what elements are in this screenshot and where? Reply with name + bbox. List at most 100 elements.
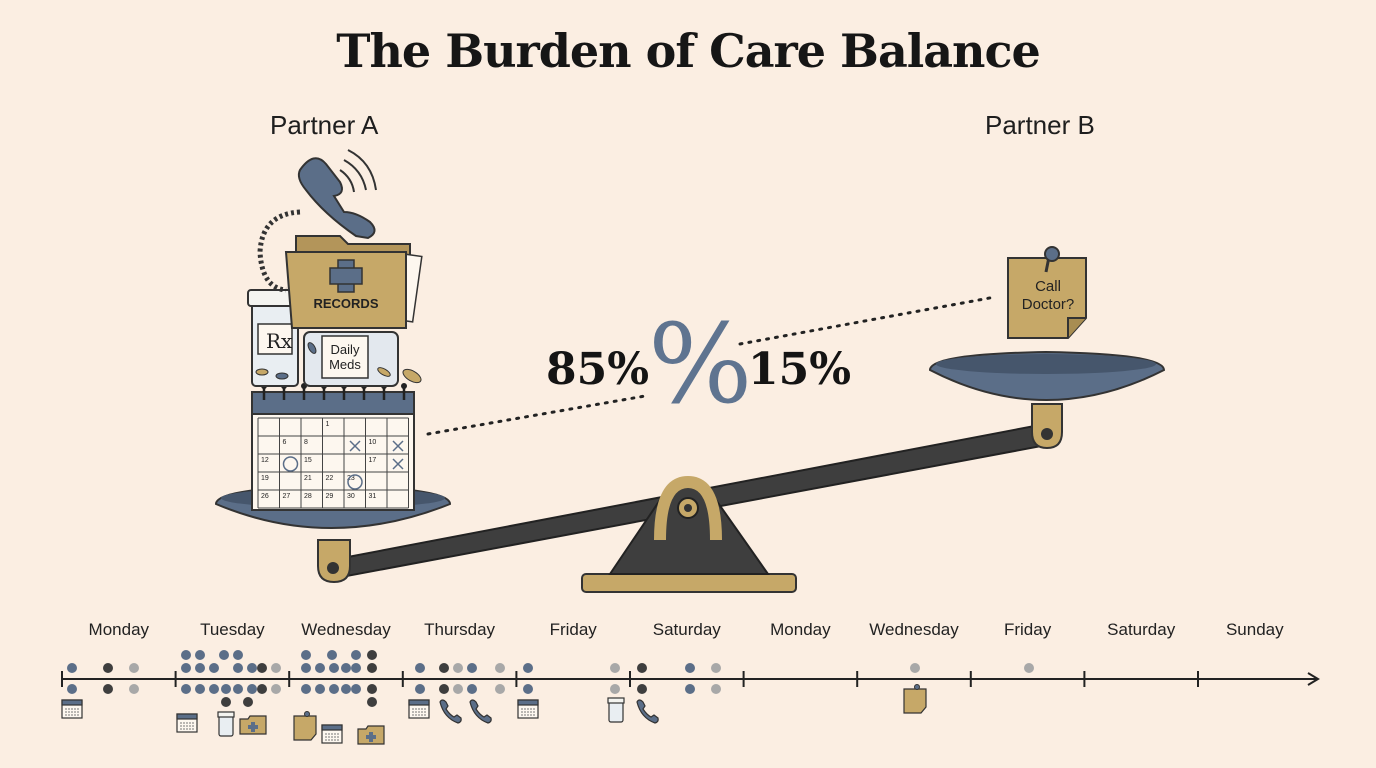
task-dot	[685, 663, 695, 673]
task-dot	[495, 663, 505, 673]
task-dot	[195, 650, 205, 660]
calendar-date: 28	[304, 493, 312, 500]
task-dot	[181, 663, 191, 673]
calendar-date: 15	[304, 457, 312, 464]
calendar-date: 22	[326, 475, 334, 482]
task-dot	[415, 684, 425, 694]
task-dot	[439, 684, 449, 694]
calendar-date: 12	[261, 457, 269, 464]
rx-label: Rx	[266, 329, 293, 353]
pill-bottle-icon	[607, 697, 625, 723]
phone-icon	[469, 699, 492, 724]
calendar-date: 29	[326, 493, 334, 500]
task-dot	[367, 697, 377, 707]
partner-b-share: 15%	[748, 344, 852, 395]
task-dot	[247, 663, 257, 673]
task-dot	[711, 684, 721, 694]
task-dot	[271, 663, 281, 673]
percent-sign: %	[648, 300, 753, 428]
calendar-date: 10	[369, 439, 377, 446]
leader-line-a	[426, 394, 647, 436]
task-dot	[495, 684, 505, 694]
calendar-icon	[61, 699, 83, 719]
right-pan	[928, 350, 1166, 450]
calendar-date: 8	[304, 439, 308, 446]
daily-meds-jar-icon	[303, 331, 422, 387]
records-folder-icon	[357, 725, 385, 745]
task-dot	[257, 663, 267, 673]
task-dot	[637, 684, 647, 694]
task-dot	[195, 663, 205, 673]
records-label: RECORDS	[313, 296, 379, 311]
task-dot	[129, 684, 139, 694]
task-dot	[181, 650, 191, 660]
task-dot	[439, 663, 449, 673]
task-dot	[329, 684, 339, 694]
task-dot	[329, 663, 339, 673]
calendar-date: 19	[261, 475, 269, 482]
partner-a-share: 85%	[546, 344, 650, 395]
calendar-icon	[408, 699, 430, 719]
task-dot	[341, 684, 351, 694]
task-dot	[467, 663, 477, 673]
partner-a-label: Partner A	[270, 110, 379, 140]
phone-icon	[439, 699, 462, 724]
daily-meds-label: Daily Meds	[329, 342, 361, 372]
rx-bottle-icon: Rx	[247, 289, 303, 387]
task-dot	[301, 663, 311, 673]
task-dot	[711, 663, 721, 673]
page-title: The Burden of Care Balance	[336, 24, 1041, 78]
task-dot	[351, 663, 361, 673]
partner-b-label: Partner B	[985, 110, 1095, 140]
call-doctor-note	[1007, 246, 1087, 339]
sticky-note-icon	[293, 711, 317, 741]
task-dot	[129, 663, 139, 673]
task-dot	[453, 684, 463, 694]
records-folder-icon	[239, 715, 267, 735]
task-dot	[367, 650, 377, 660]
task-dot	[243, 697, 253, 707]
task-dot	[523, 684, 533, 694]
sticky-note-icon	[903, 684, 927, 714]
timeline-day-label: Friday	[549, 620, 597, 639]
calendar-date: 23	[347, 475, 355, 482]
calendar-x-mark	[392, 458, 404, 470]
timeline-day-label: Wednesday	[869, 620, 959, 639]
telephone-icon	[257, 149, 377, 293]
task-dot	[221, 684, 231, 694]
task-dot	[351, 650, 361, 660]
calendar-date: 27	[283, 493, 291, 500]
task-dot	[685, 684, 695, 694]
task-dot	[209, 663, 219, 673]
calendar-date: 6	[283, 439, 287, 446]
task-dot	[415, 663, 425, 673]
task-dot	[637, 663, 647, 673]
timeline-day-label: Tuesday	[200, 620, 265, 639]
task-dot	[67, 684, 77, 694]
task-dot	[1024, 663, 1034, 673]
calendar-mark	[282, 456, 299, 472]
scale-fulcrum	[581, 475, 797, 593]
leader-line-b	[738, 295, 997, 346]
timeline-day-label: Thursday	[424, 620, 496, 639]
task-dot	[327, 650, 337, 660]
pill-bottle-icon	[217, 711, 235, 737]
calendar-icon	[321, 724, 343, 744]
task-dot	[351, 684, 361, 694]
task-dot	[301, 650, 311, 660]
timeline-day-label: Wednesday	[301, 620, 391, 639]
task-dot	[910, 663, 920, 673]
medical-records-folder-icon	[284, 235, 423, 329]
calendar-date: 31	[369, 493, 377, 500]
calendar-icon	[176, 713, 198, 733]
calendar-icon: 1 6 8 10 12 15 17 19 21 22 23 26 27 28 29 30 31	[251, 383, 415, 511]
calendar-date: 26	[261, 493, 269, 500]
task-dot	[233, 650, 243, 660]
task-dot	[233, 684, 243, 694]
task-dot	[315, 663, 325, 673]
calendar-x-mark	[349, 440, 361, 452]
calendar-date: 1	[326, 421, 330, 428]
timeline-day-label: Sunday	[1225, 620, 1284, 639]
calendar-date: 30	[347, 493, 355, 500]
task-dot	[341, 663, 351, 673]
